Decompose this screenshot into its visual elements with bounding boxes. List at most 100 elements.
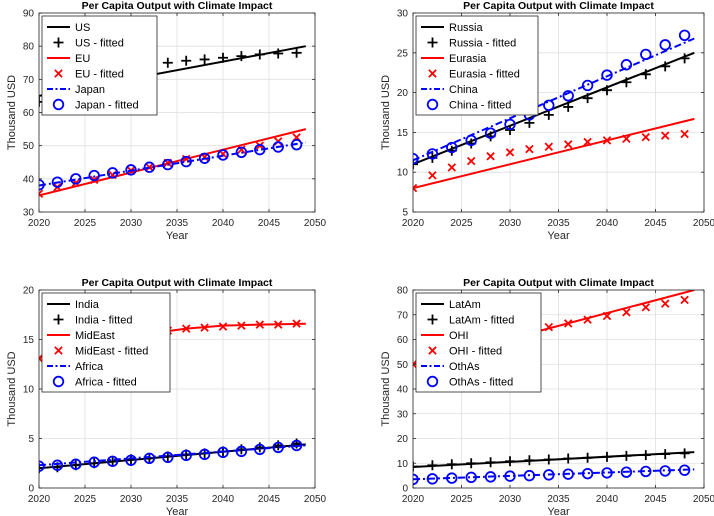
- data-point-africa-fitted: [272, 441, 284, 454]
- data-point-japan-fitted: [235, 146, 248, 159]
- data-point-latam-fitted: [427, 460, 438, 471]
- data-point-ohi-fitted: [602, 311, 612, 321]
- y-axis-label: Thousand USD: [6, 351, 18, 426]
- legend-swatch-china-fitted: [426, 98, 439, 111]
- data-point-latam-fitted: [466, 458, 477, 469]
- data-point-eurasia-fitted: [641, 132, 651, 142]
- x-tick-label: 2050: [693, 494, 714, 505]
- data-point-eurasia-fitted: [486, 152, 495, 161]
- data-point-latam-fitted: [679, 448, 690, 459]
- y-axis-label: Thousand USD: [380, 351, 392, 426]
- data-point-us-fitted: [273, 48, 284, 59]
- data-point-latam-fitted: [640, 450, 651, 461]
- data-point-japan-fitted: [290, 138, 303, 151]
- data-point-latam-fitted: [543, 454, 554, 465]
- x-tick-label: 2050: [693, 218, 714, 229]
- y-tick-label: 5: [28, 434, 34, 445]
- data-point-othas-fitted: [446, 472, 458, 484]
- data-point-china-fitted: [504, 118, 516, 131]
- data-point-japan-fitted: [254, 143, 266, 156]
- legend-label-eurasia: Eurasia: [449, 53, 487, 65]
- legend: India India - fitted MidEast MidEast - fitt…: [41, 292, 171, 393]
- data-point-latam-fitted: [660, 449, 671, 460]
- data-point-us-fitted: [162, 57, 173, 68]
- data-point-china-fitted: [581, 79, 594, 92]
- y-tick-label: 70: [397, 310, 409, 321]
- data-point-othas-fitted: [523, 469, 536, 482]
- data-point-eurasia-fitted: [525, 144, 534, 154]
- data-point-us-fitted: [218, 52, 228, 63]
- legend-label-mideast: MidEast: [75, 330, 115, 342]
- x-tick-label: 2040: [596, 218, 619, 229]
- data-point-japan-fitted: [180, 155, 192, 168]
- data-point-othas-fitted: [601, 467, 613, 479]
- data-point-japan-fitted: [70, 173, 82, 185]
- data-point-mideast-fitted: [237, 321, 246, 330]
- data-point-eurasia-fitted: [466, 156, 476, 166]
- data-point-othas-fitted: [678, 464, 691, 476]
- data-point-japan-fitted: [51, 176, 64, 188]
- y-tick-label: 10: [23, 385, 35, 396]
- y-tick-label: 20: [397, 434, 409, 445]
- data-point-eurasia-fitted: [622, 134, 631, 144]
- chart-title: Per Capita Output with Climate Impact: [82, 0, 273, 12]
- data-point-latam-fitted: [524, 455, 535, 466]
- y-tick-label: 15: [23, 335, 35, 346]
- y-tick-label: 80: [23, 42, 35, 53]
- data-point-china-fitted: [659, 39, 671, 51]
- data-point-othas-fitted: [543, 469, 555, 481]
- data-point-africa-fitted: [198, 448, 211, 461]
- legend: LatAm LatAm - fitted OHI OHI - fitted OthAs O…: [415, 292, 542, 393]
- legend-label-othas-fitted: OthAs - fitted: [449, 377, 513, 389]
- legend-box: [415, 15, 539, 116]
- x-tick-label: 2035: [166, 494, 189, 505]
- x-tick-label: 2040: [212, 218, 235, 229]
- legend-box: [41, 292, 171, 393]
- y-tick-label: 5: [402, 208, 408, 219]
- data-point-othas-fitted: [640, 465, 652, 478]
- legend-swatch-africa-fitted: [52, 375, 65, 388]
- data-point-latam-fitted: [563, 453, 574, 464]
- x-tick-label: 2025: [450, 218, 473, 229]
- data-point-russia-fitted: [602, 85, 612, 96]
- x-tick-label: 2035: [166, 218, 189, 229]
- data-point-eurasia-fitted: [544, 142, 554, 151]
- legend-label-india: India: [75, 299, 100, 311]
- legend-label-latam-fitted: LatAm - fitted: [449, 315, 514, 327]
- data-point-us-fitted: [254, 49, 265, 60]
- data-point-mideast-fitted: [200, 323, 209, 332]
- legend-label-africa: Africa: [75, 361, 104, 373]
- x-tick-label: 2025: [74, 218, 97, 229]
- data-point-africa-fitted: [180, 449, 192, 462]
- data-point-china-fitted: [484, 127, 497, 139]
- y-tick-label: 60: [397, 335, 409, 346]
- data-point-eurasia-fitted: [660, 131, 670, 140]
- y-tick-label: 0: [402, 484, 408, 495]
- chart-title: Per Capita Output with Climate Impact: [82, 277, 273, 289]
- data-point-japan-fitted: [162, 158, 174, 171]
- legend-swatch-japan-fitted: [52, 98, 65, 111]
- data-point-china-fitted: [562, 90, 574, 102]
- data-point-mideast-fitted: [292, 319, 301, 328]
- legend-label-ohi: OHI: [449, 330, 469, 342]
- data-point-china-fitted: [601, 69, 613, 81]
- legend-swatch-latam-fitted: [427, 314, 438, 325]
- data-point-russia-fitted: [640, 69, 651, 80]
- legend-label-eurasia-fitted: Eurasia - fitted: [449, 69, 520, 81]
- y-tick-label: 0: [28, 484, 34, 495]
- x-tick-label: 2035: [547, 494, 570, 505]
- subplot-1: 2020 2025 2030 2035 2040 2045 2050 30 40 50 60 70 80…: [6, 0, 327, 242]
- data-point-othas-fitted: [465, 471, 477, 484]
- x-tick-label: 2040: [596, 494, 619, 505]
- data-point-us-fitted: [236, 51, 247, 62]
- data-point-mideast-fitted: [181, 324, 191, 333]
- subplot-2: 2020 2025 2030 2035 2040 2045 205051015202530P…: [380, 0, 714, 242]
- legend-label-china: China: [449, 84, 479, 96]
- data-point-us-fitted: [181, 55, 192, 66]
- data-point-othas-fitted: [659, 465, 671, 477]
- y-axis-label: Thousand USD: [380, 75, 392, 150]
- data-point-africa-fitted: [125, 454, 137, 466]
- legend-box: [41, 15, 158, 116]
- series-line-russia: [413, 51, 695, 166]
